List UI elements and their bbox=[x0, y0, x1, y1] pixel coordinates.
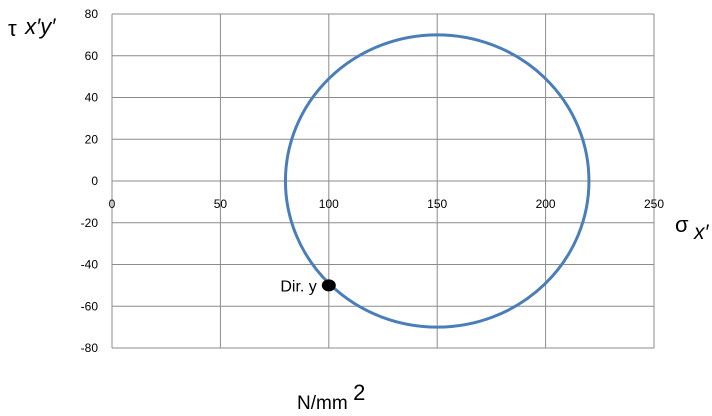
label-layer: τ x′y′ σ x′ N/mm 2 bbox=[8, 14, 710, 414]
unit-label: N/mm 2 bbox=[297, 380, 365, 414]
y-tick-label: 40 bbox=[85, 91, 99, 105]
x-tick-label: 250 bbox=[644, 197, 664, 211]
unit-label-superscript: 2 bbox=[353, 380, 365, 405]
y-axis-subscript: x′y′ bbox=[24, 14, 56, 39]
x-tick-label: 0 bbox=[109, 197, 116, 211]
x-tick-label: 150 bbox=[427, 197, 447, 211]
y-tick-label: 0 bbox=[91, 174, 98, 188]
dir-y-label: Dir. y bbox=[280, 278, 316, 295]
y-tick-label: 80 bbox=[85, 7, 99, 21]
annotation-layer: Dir. y bbox=[280, 278, 336, 295]
x-axis-symbol: σ bbox=[675, 212, 689, 237]
x-axis-label: σ x′ bbox=[675, 212, 710, 244]
y-tick-label: -60 bbox=[81, 299, 99, 313]
unit-label-base: N/mm bbox=[297, 393, 348, 414]
mohr-circle bbox=[283, 33, 591, 329]
y-tick-label: -20 bbox=[81, 216, 99, 230]
x-tick-label: 50 bbox=[214, 197, 228, 211]
y-axis-label: τ x′y′ bbox=[8, 14, 56, 41]
series-layer bbox=[283, 33, 591, 329]
dir-y-marker bbox=[321, 279, 336, 292]
x-tick-label: 200 bbox=[536, 197, 556, 211]
x-axis-subscript: x′ bbox=[693, 221, 710, 244]
y-tick-label: 60 bbox=[85, 49, 99, 63]
y-tick-label: -80 bbox=[81, 341, 99, 355]
grid-layer bbox=[111, 13, 655, 349]
y-axis-symbol: τ bbox=[8, 16, 17, 41]
y-tick-label: -40 bbox=[81, 258, 99, 272]
y-tick-label: 20 bbox=[85, 132, 99, 146]
x-tick-label: 100 bbox=[319, 197, 339, 211]
